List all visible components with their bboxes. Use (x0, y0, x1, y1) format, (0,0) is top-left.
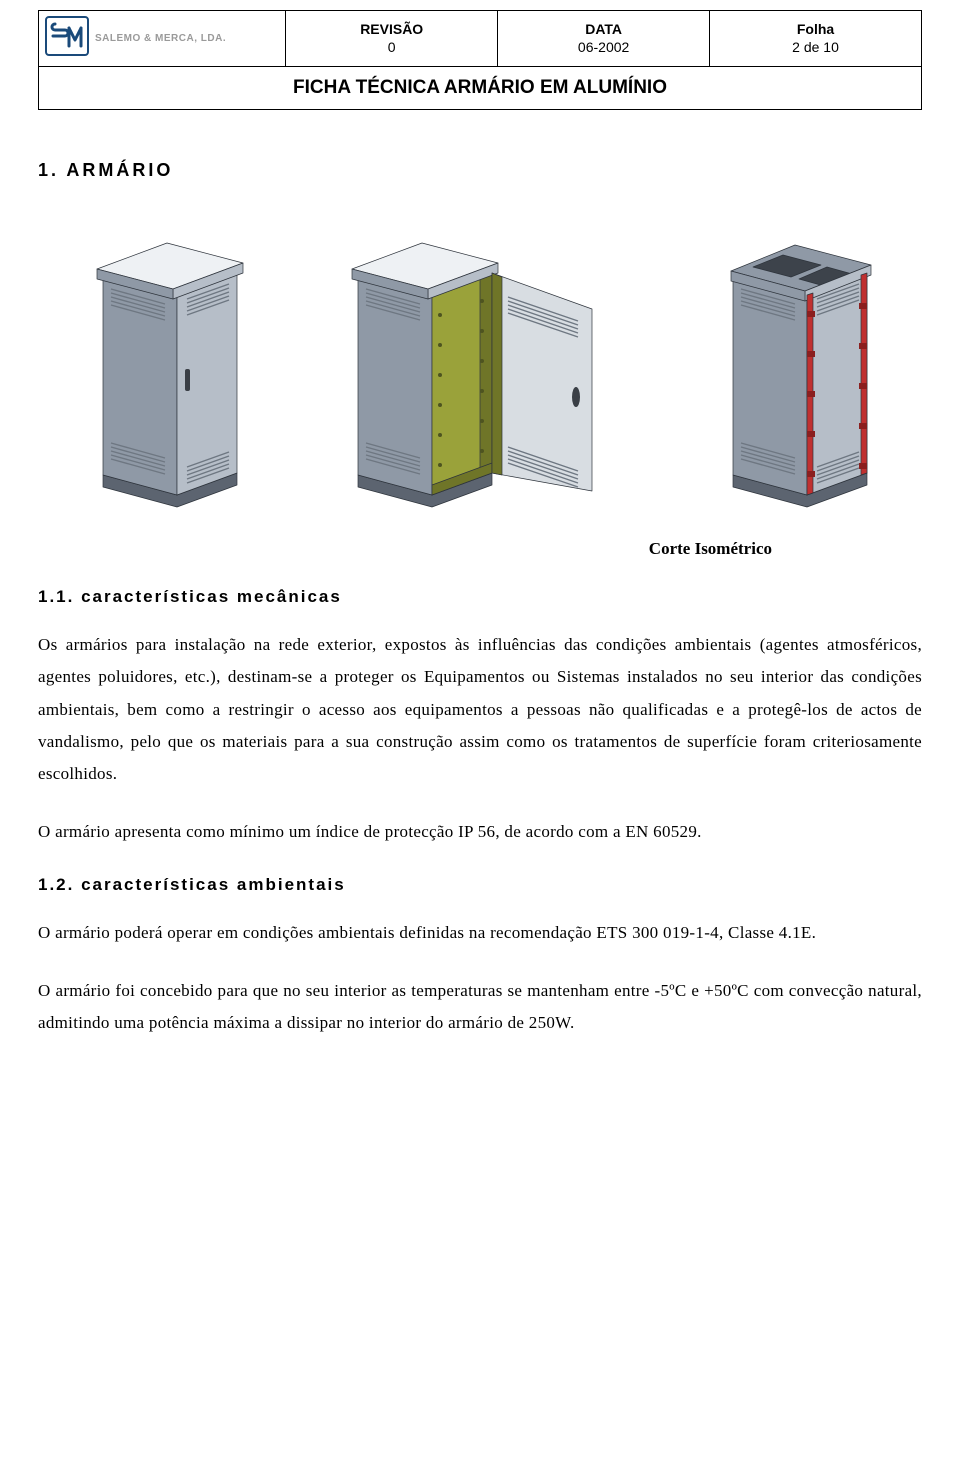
section-1-2-heading: 1.2. características ambientais (38, 875, 922, 895)
section-1-heading: 1. ARMÁRIO (38, 160, 922, 181)
document-title: FICHA TÉCNICA ARMÁRIO EM ALUMÍNIO (39, 67, 922, 110)
data-value: 06-2002 (498, 39, 709, 57)
figures-row (38, 219, 922, 509)
figure-caption: Corte Isométrico (38, 539, 922, 559)
data-cell: DATA 06-2002 (498, 11, 710, 67)
company-logo-icon (45, 16, 89, 61)
cabinet-closed-icon (65, 219, 265, 509)
folha-value: 2 de 10 (710, 39, 921, 57)
paragraph-1: Os armários para instalação na rede exte… (38, 629, 922, 790)
folha-cell: Folha 2 de 10 (710, 11, 922, 67)
data-label: DATA (498, 21, 709, 39)
paragraph-4: O armário foi concebido para que no seu … (38, 975, 922, 1040)
paragraph-3: O armário poderá operar em condições amb… (38, 917, 922, 949)
company-name: SALEMO & MERCA, LDA. (95, 33, 226, 44)
document-header: SALEMO & MERCA, LDA. REVISÃO 0 DATA 06-2… (38, 10, 922, 110)
folha-label: Folha (710, 21, 921, 39)
paragraph-2: O armário apresenta como mínimo um índic… (38, 816, 922, 848)
page-content: 1. ARMÁRIO Corte Isométrico 1.1. caracte… (38, 160, 922, 1040)
revisao-cell: REVISÃO 0 (286, 11, 498, 67)
revisao-value: 0 (286, 39, 497, 57)
logo-cell: SALEMO & MERCA, LDA. (39, 11, 286, 67)
cabinet-cut-icon (695, 219, 895, 509)
revisao-label: REVISÃO (286, 21, 497, 39)
cabinet-open-icon (330, 219, 630, 509)
section-1-1-heading: 1.1. características mecânicas (38, 587, 922, 607)
